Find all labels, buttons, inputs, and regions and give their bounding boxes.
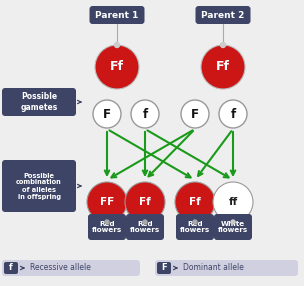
- FancyBboxPatch shape: [176, 214, 214, 240]
- Text: Red
flowers: Red flowers: [180, 221, 210, 233]
- Text: Recessive allele: Recessive allele: [30, 263, 91, 273]
- Text: Red
flowers: Red flowers: [130, 221, 160, 233]
- Text: Parent 2: Parent 2: [201, 11, 245, 19]
- Text: FF: FF: [100, 197, 114, 207]
- FancyBboxPatch shape: [214, 214, 252, 240]
- Text: Ff: Ff: [139, 197, 151, 207]
- Text: Parent 1: Parent 1: [95, 11, 139, 19]
- FancyBboxPatch shape: [195, 6, 250, 24]
- Circle shape: [181, 100, 209, 128]
- Circle shape: [193, 220, 197, 224]
- Circle shape: [125, 182, 165, 222]
- FancyBboxPatch shape: [2, 260, 140, 276]
- FancyBboxPatch shape: [157, 262, 171, 274]
- Text: F: F: [191, 108, 199, 120]
- FancyBboxPatch shape: [126, 214, 164, 240]
- Circle shape: [87, 182, 127, 222]
- Circle shape: [213, 182, 253, 222]
- Text: Dominant allele: Dominant allele: [183, 263, 244, 273]
- Text: F: F: [161, 263, 167, 273]
- Circle shape: [93, 100, 121, 128]
- Text: Ff: Ff: [216, 61, 230, 74]
- Circle shape: [201, 45, 245, 89]
- FancyBboxPatch shape: [2, 88, 76, 116]
- Text: Red
flowers: Red flowers: [92, 221, 122, 233]
- FancyBboxPatch shape: [4, 262, 18, 274]
- Text: f: f: [9, 263, 13, 273]
- FancyBboxPatch shape: [155, 260, 298, 276]
- Text: White
flowers: White flowers: [218, 221, 248, 233]
- Text: f: f: [230, 108, 236, 120]
- Circle shape: [131, 100, 159, 128]
- Circle shape: [175, 182, 215, 222]
- FancyBboxPatch shape: [2, 160, 76, 212]
- Text: Possible
gametes: Possible gametes: [20, 92, 58, 112]
- FancyBboxPatch shape: [89, 6, 144, 24]
- Circle shape: [220, 43, 226, 47]
- Circle shape: [95, 45, 139, 89]
- Text: Possible
combination
of alleles
in offspring: Possible combination of alleles in offsp…: [16, 172, 62, 200]
- Circle shape: [231, 220, 235, 224]
- Text: ff: ff: [228, 197, 238, 207]
- Text: Ff: Ff: [110, 61, 124, 74]
- Text: f: f: [142, 108, 148, 120]
- Text: Ff: Ff: [189, 197, 201, 207]
- Circle shape: [105, 220, 109, 224]
- FancyBboxPatch shape: [88, 214, 126, 240]
- Circle shape: [219, 100, 247, 128]
- Circle shape: [115, 43, 119, 47]
- Text: F: F: [103, 108, 111, 120]
- Circle shape: [143, 220, 147, 224]
